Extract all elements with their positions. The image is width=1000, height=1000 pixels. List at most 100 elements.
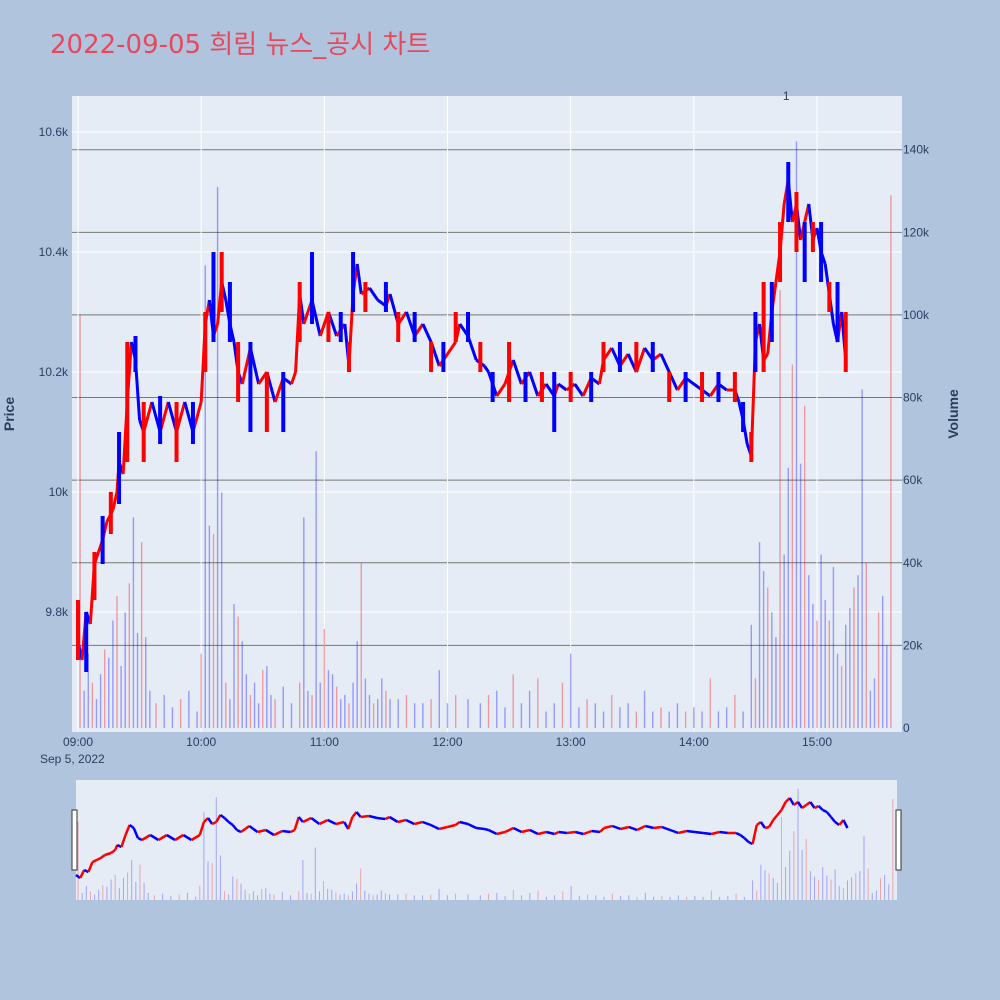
candle-body: [363, 282, 368, 312]
mini-price-segment: [79, 869, 86, 879]
mini-price-segment: [282, 829, 291, 834]
range-slider-bg: [76, 780, 897, 900]
mini-price-segment: [653, 825, 662, 830]
mini-price-segment: [702, 831, 712, 836]
candle-body: [219, 252, 224, 312]
mini-price-segment: [120, 834, 127, 848]
mini-price-segment: [484, 827, 489, 832]
candle-body: [683, 372, 688, 402]
mini-price-segment: [628, 825, 638, 832]
price-segment: [433, 353, 441, 367]
range-handle-right[interactable]: [895, 809, 902, 871]
mini-price-segment: [813, 804, 820, 810]
mini-price-segment: [817, 805, 824, 811]
mini-price-segment: [529, 828, 539, 836]
y2-tick-label: 40k: [903, 556, 923, 570]
mini-price-segment: [206, 817, 214, 825]
mini-price-segment: [128, 823, 135, 830]
candle-body: [539, 372, 544, 402]
mini-price-segment: [347, 816, 354, 830]
y-tick-label: 10.2k: [39, 365, 69, 379]
mini-price-segment: [537, 830, 547, 836]
mini-price-segment: [661, 825, 671, 832]
mini-price-segment: [591, 829, 601, 834]
x-date-label: Sep 5, 2022: [40, 752, 105, 766]
price-segment: [421, 323, 433, 343]
candle-body: [700, 372, 705, 402]
mini-price-segment: [788, 797, 795, 806]
mini-price-segment: [719, 830, 728, 835]
x-tick-label: 10:00: [186, 735, 216, 749]
x-tick-label: 09:00: [63, 735, 93, 749]
mini-price-segment: [132, 827, 140, 839]
mini-price-segment: [686, 829, 695, 834]
y2-axis-title: Volume: [945, 389, 961, 439]
y2-tick-label: 80k: [903, 391, 923, 405]
mini-price-segment: [257, 828, 267, 834]
mini-price-segment: [743, 837, 750, 843]
x-tick-label: 14:00: [679, 735, 709, 749]
mini-price-segment: [335, 820, 345, 826]
candle-body: [667, 372, 672, 402]
candle-body: [466, 312, 471, 342]
price-segment: [495, 383, 507, 397]
mini-price-segment: [434, 825, 440, 831]
candle-body: [589, 372, 594, 402]
range-handle-left[interactable]: [71, 809, 78, 871]
candle-body: [203, 312, 208, 372]
candle-body: [236, 342, 241, 402]
candle-body: [617, 342, 622, 372]
candle-body: [133, 336, 138, 372]
candle-body: [634, 342, 639, 372]
y-axis-title: Price: [1, 397, 17, 431]
mini-price-segment: [776, 809, 783, 816]
candle-body: [453, 312, 458, 342]
mini-price-segment: [91, 858, 98, 864]
price-segment: [511, 359, 523, 385]
mini-price-segment: [430, 823, 436, 829]
mini-price-segment: [368, 814, 378, 820]
annotation-label: 1: [783, 89, 790, 103]
mini-price-segment: [842, 819, 849, 829]
candle-body: [490, 372, 495, 402]
mini-price-segment: [397, 818, 407, 824]
mini-price-segment: [302, 816, 312, 824]
mini-price-segment: [215, 814, 222, 823]
candle-body: [778, 222, 783, 282]
y2-tick-label: 140k: [903, 143, 930, 157]
x-tick-label: 12:00: [432, 735, 462, 749]
y2-tick-label: 0: [903, 721, 910, 735]
candle-body: [141, 402, 146, 462]
x-tick-label: 13:00: [556, 735, 586, 749]
mini-price-segment: [467, 822, 477, 830]
price-segment: [557, 382, 568, 392]
mini-price-segment: [822, 808, 828, 814]
mini-price-segment: [764, 825, 770, 830]
mini-price-segment: [414, 820, 423, 826]
candle-body: [310, 252, 315, 324]
mini-price-segment: [297, 816, 304, 823]
mini-price-segment: [574, 830, 584, 836]
mini-price-segment: [141, 833, 151, 842]
candle-body: [264, 372, 269, 432]
candle-body: [108, 492, 113, 534]
mini-price-segment: [190, 833, 201, 842]
mini-price-segment: [678, 829, 687, 835]
candle-body: [248, 342, 253, 432]
candle-body: [351, 252, 356, 312]
mini-price-segment: [174, 833, 184, 842]
candle-body: [650, 342, 655, 372]
y2-tick-label: 20k: [903, 638, 923, 652]
candle-body: [174, 402, 179, 462]
mini-price-segment: [318, 818, 329, 826]
price-segment: [659, 353, 671, 373]
mini-price-segment: [384, 815, 391, 821]
mini-price-segment: [739, 833, 746, 840]
candle-body: [125, 342, 130, 462]
candle-body: [429, 342, 434, 372]
candle-body: [810, 222, 815, 252]
mini-price-segment: [476, 826, 485, 831]
mini-price-segment: [104, 851, 112, 857]
mini-price-segment: [603, 824, 613, 830]
mini-price-segment: [546, 830, 555, 836]
